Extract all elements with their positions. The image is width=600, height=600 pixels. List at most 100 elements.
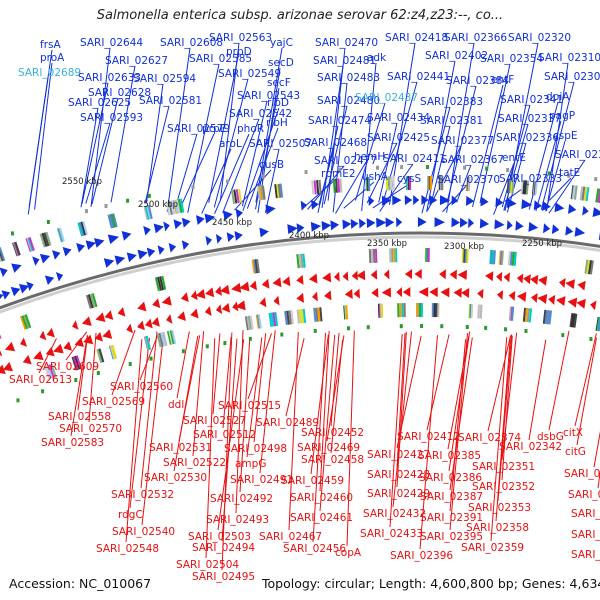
feature-mark — [16, 398, 20, 403]
feature-block — [507, 251, 511, 266]
connector-line — [187, 63, 220, 213]
scale-ticks: 2550 kbp 2500 kbp 2450 kbp 2400 kbp 2350 kbp… — [62, 177, 562, 252]
connector-line — [208, 56, 239, 203]
genome-info-label: Topology: circular; Length: 4,600,800 bp… — [262, 576, 600, 591]
gene-label: SARI_02432 — [363, 508, 426, 520]
forward-cds-arrow — [368, 196, 375, 207]
feature-mark — [96, 371, 100, 376]
reverse-cds-arrow — [152, 298, 161, 309]
feature-block — [230, 189, 236, 204]
feature-block — [506, 179, 510, 194]
gene-label: SARI_02467 — [259, 531, 322, 543]
gene-label: ribD — [267, 97, 289, 109]
gene-label: SARI_02367 — [441, 154, 504, 166]
connector-line — [501, 335, 513, 481]
forward-cds-arrow — [515, 220, 524, 231]
feature-block — [43, 232, 50, 247]
gene-label: SARI_02468 — [304, 137, 367, 149]
gene-label: aroL — [219, 138, 242, 150]
reverse-cds-arrow — [453, 287, 462, 298]
feature-block — [298, 309, 303, 324]
reverse-cds-arrow — [497, 289, 504, 300]
gene-label: SARI_02481 — [313, 55, 376, 67]
gene-label: SARI_02428 — [367, 469, 430, 481]
reverse-cds-arrow — [429, 287, 438, 298]
feature-block — [595, 188, 600, 203]
forward-cds-arrow — [146, 247, 156, 258]
connector-line — [129, 337, 150, 509]
gene-label: SARI_02333 — [499, 173, 562, 185]
connector-line — [372, 183, 410, 209]
feature-block — [169, 330, 175, 345]
gene-label: SARI_02342 — [499, 441, 562, 453]
feature-block — [491, 250, 495, 265]
gene-label: frsA — [40, 39, 61, 51]
connector-line — [548, 177, 572, 201]
gene-label: citG — [565, 446, 586, 458]
connector-line — [173, 335, 199, 472]
feature-block — [112, 213, 118, 228]
gene-label: SARI_02477 — [314, 155, 377, 167]
forward-cds-arrow — [521, 199, 533, 210]
reverse-cds-arrow — [180, 292, 189, 303]
reverse-cds-arrow — [296, 274, 304, 285]
reverse-cds-arrow — [232, 301, 239, 312]
forward-cds-arrow — [330, 220, 340, 231]
forward-cds-arrow — [235, 208, 244, 219]
connector-line — [318, 147, 335, 206]
forward-cds-arrow — [259, 227, 269, 238]
connector-line — [81, 82, 109, 205]
reverse-cds-arrow — [282, 276, 291, 287]
gene-label: SARI_02489 — [256, 417, 319, 429]
feature-mark — [440, 324, 444, 329]
feature-block — [177, 198, 183, 213]
gene-label: SARI_02427 — [367, 449, 430, 461]
feature-block — [39, 233, 46, 248]
reverse-cds-arrow — [485, 271, 494, 282]
connector-line — [396, 333, 406, 469]
reverse-cds-arrow — [508, 290, 516, 301]
gene-label: SARI_02512 — [193, 429, 256, 441]
feature-block — [166, 330, 172, 345]
feature-block — [235, 189, 240, 204]
feature-block — [509, 179, 513, 194]
reverse-cds-arrow — [522, 274, 531, 285]
feature-block — [300, 253, 304, 268]
feature-block — [173, 199, 178, 214]
gene-label: SARI_02354 — [480, 53, 543, 65]
gene-label: rdgC — [118, 509, 143, 521]
forward-cds-arrow — [592, 207, 600, 218]
connector-line — [70, 334, 88, 437]
feature-block — [479, 304, 483, 319]
feature-mark — [465, 324, 469, 329]
connector-line — [540, 81, 575, 210]
reverse-cds-arrow — [81, 316, 92, 326]
feature-block — [144, 205, 150, 220]
feature-mark — [46, 220, 50, 225]
forward-cds-arrow — [350, 218, 359, 229]
reverse-cds-arrow — [161, 295, 172, 306]
reverse-cds-arrow — [136, 320, 145, 331]
feature-block — [156, 276, 162, 291]
feature-mark — [547, 171, 551, 176]
feature-mark — [506, 167, 510, 172]
forward-cds-arrow — [52, 250, 61, 260]
forward-cds-arrow — [533, 200, 542, 211]
connector-line — [456, 164, 472, 203]
gene-label: SARI_02532 — [111, 489, 174, 501]
feature-mark — [104, 204, 108, 209]
forward-cds-arrow — [434, 217, 445, 228]
feature-block — [249, 315, 254, 330]
connector-line — [392, 331, 413, 508]
feature-block — [268, 312, 273, 327]
feature-block — [277, 183, 282, 198]
gene-label: SARI_02515 — [218, 400, 281, 412]
reverse-cds-arrow — [63, 341, 73, 351]
connector-line — [110, 65, 136, 203]
gene-label: SARI_02434 — [367, 112, 430, 124]
feature-block — [146, 205, 152, 220]
reverse-cds-arrow — [0, 350, 3, 357]
connector-line — [259, 330, 276, 474]
feature-mark — [463, 165, 467, 170]
